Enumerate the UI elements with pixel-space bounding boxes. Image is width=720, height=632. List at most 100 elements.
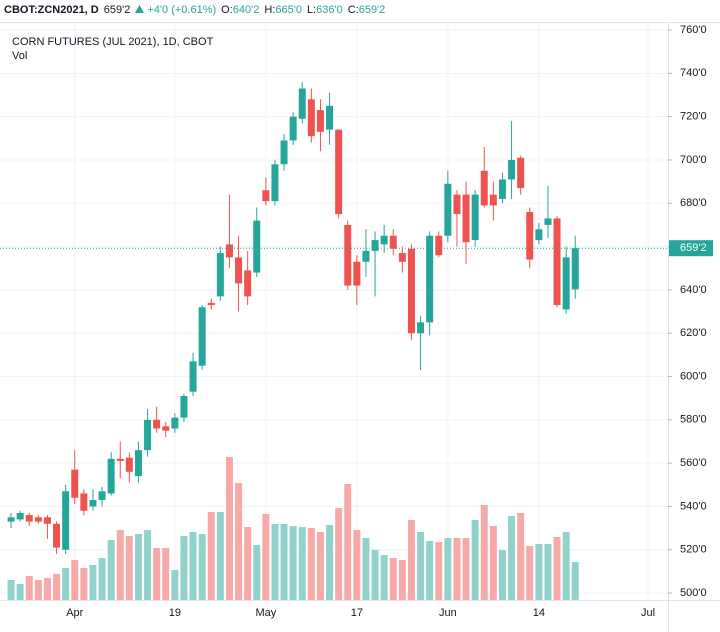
candle-body <box>271 164 279 202</box>
candle-body <box>207 302 215 306</box>
candle-body <box>435 235 443 256</box>
volume-bar <box>480 505 488 600</box>
volume-bar <box>25 576 33 600</box>
volume-bar <box>89 565 97 600</box>
candle-body <box>298 88 306 119</box>
x-tick-label: Apr <box>66 607 83 619</box>
ohlc-label: O: <box>221 4 233 16</box>
volume-bar <box>535 544 543 600</box>
volume-bar <box>198 534 206 600</box>
candle-body <box>371 240 379 251</box>
candle-body <box>389 235 397 249</box>
candle-body <box>62 491 70 550</box>
volume-bar <box>34 580 42 600</box>
volume-bar <box>335 508 343 600</box>
candle-body <box>417 322 425 334</box>
ohlc-value: 636'0 <box>316 4 343 16</box>
candle-body <box>444 183 452 236</box>
ohlc-h: H:665'0 <box>264 4 302 16</box>
volume-bar <box>262 514 270 600</box>
volume-bar <box>244 527 252 600</box>
volume-bar <box>462 538 470 600</box>
candle-body <box>344 224 352 286</box>
ohlc-value: 665'0 <box>275 4 302 16</box>
ohlc-value: 640'2 <box>232 4 260 16</box>
change: +4'0 (+0.61%) <box>135 4 216 16</box>
volume-bar <box>362 538 370 600</box>
volume-bar <box>43 578 51 600</box>
candle-body <box>244 270 252 297</box>
candle-body <box>398 253 406 262</box>
x-tick-label: Jul <box>641 607 655 619</box>
y-tick-label: 580'0 <box>680 414 707 426</box>
volume-bar <box>444 538 452 600</box>
volume-bar <box>471 520 479 600</box>
candle-body <box>7 517 15 522</box>
chart-title: CORN FUTURES (JUL 2021), 1D, CBOT <box>12 36 214 48</box>
volume-bar <box>80 568 88 600</box>
candle-body <box>571 248 579 290</box>
volume-bar <box>571 562 579 600</box>
volume-bar <box>307 528 315 600</box>
volume-bar <box>7 580 15 600</box>
candle-body <box>508 159 516 180</box>
y-tick-label: 720'0 <box>680 111 707 123</box>
volume-bar <box>435 542 443 600</box>
candle-body <box>462 194 470 243</box>
candle-body <box>517 157 525 189</box>
candle-body <box>426 235 434 323</box>
volume-bar <box>207 512 215 600</box>
candle-body <box>489 194 497 206</box>
candle-body <box>162 426 170 431</box>
candle-body <box>198 307 206 366</box>
y-tick-label: 560'0 <box>680 457 707 469</box>
volume-bar <box>489 526 497 600</box>
candle-body <box>80 493 88 511</box>
volume-bar <box>98 558 106 600</box>
y-tick-label: 760'0 <box>680 24 707 36</box>
y-tick-label: 700'0 <box>680 154 707 166</box>
volume-bar <box>62 568 70 600</box>
volume-bar <box>125 536 133 600</box>
candle-body <box>153 419 161 429</box>
candle-body <box>453 194 461 215</box>
ohlc-c: C:659'2 <box>348 4 386 16</box>
candle-body <box>380 235 388 245</box>
volume-bar <box>144 530 152 600</box>
ohlc-l: L:636'0 <box>307 4 343 16</box>
up-arrow <box>135 5 145 13</box>
x-tick-label: 19 <box>169 607 181 619</box>
volume-bar <box>171 570 179 600</box>
volume-bar <box>553 537 561 600</box>
candle-body <box>125 457 133 472</box>
volume-bar <box>426 541 434 600</box>
candle-body <box>180 396 188 418</box>
volume-bar <box>271 524 279 600</box>
volume-bar <box>289 526 297 600</box>
candle-body <box>216 253 224 297</box>
grid <box>0 22 668 600</box>
volume-bar <box>371 550 379 600</box>
candle-body <box>526 211 534 260</box>
candle-body <box>134 450 142 477</box>
volume-bar <box>116 530 124 600</box>
candle-body <box>144 419 152 451</box>
y-tick-label: 740'0 <box>680 67 707 79</box>
volume-label: Vol <box>12 50 27 62</box>
candle-body <box>498 179 506 199</box>
candle-body <box>471 194 479 241</box>
volume-bar <box>53 574 61 600</box>
volume-bar <box>71 560 79 600</box>
candle-body <box>98 491 106 500</box>
volume-bar <box>235 483 243 600</box>
candle-body <box>53 523 61 548</box>
candle-body <box>535 229 543 241</box>
candle-body <box>116 458 124 461</box>
y-tick-label: 520'0 <box>680 544 707 556</box>
candle-body <box>235 257 243 284</box>
volume-bar <box>16 584 24 600</box>
candle-body <box>189 361 197 392</box>
volume-bar <box>134 534 142 600</box>
candle-body <box>335 129 343 215</box>
